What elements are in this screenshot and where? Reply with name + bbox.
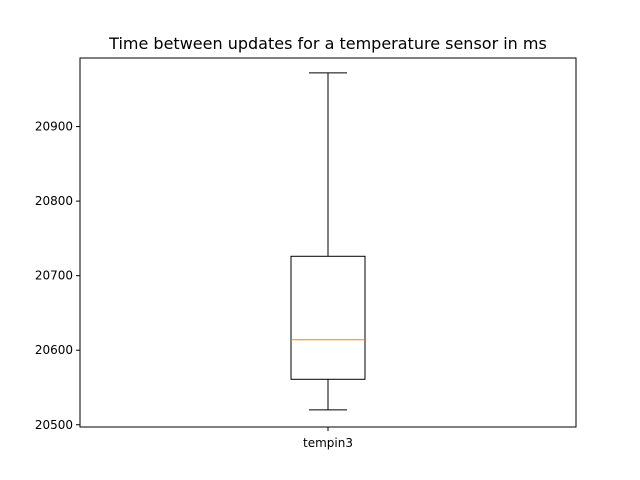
y-tick-label: 20600 [35, 343, 73, 357]
chart-title: Time between updates for a temperature s… [108, 34, 547, 53]
y-tick-label: 20800 [35, 194, 73, 208]
box-iqr [290, 255, 366, 380]
plot-area: 20500 20600 20700 20800 20900 tempin3 [35, 72, 366, 450]
axes-frame [79, 57, 577, 428]
y-tick-label: 20500 [35, 418, 73, 432]
y-tick-label: 20700 [35, 269, 73, 283]
y-tick-label: 20900 [35, 120, 73, 134]
x-tick-label: tempin3 [303, 436, 353, 450]
